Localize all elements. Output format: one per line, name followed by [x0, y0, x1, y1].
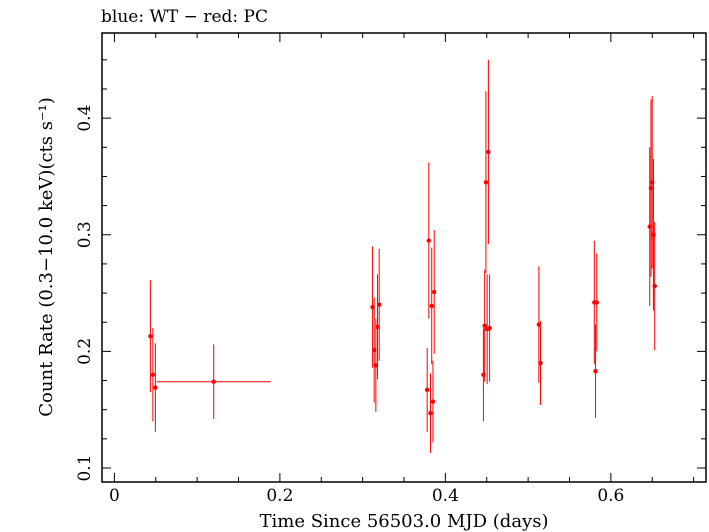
- y-tick-label: 0.3: [75, 221, 95, 248]
- data-marker: [593, 369, 598, 374]
- y-tick-label: 0.4: [75, 105, 95, 132]
- y-tick-label: 0.1: [75, 454, 95, 481]
- data-marker: [150, 372, 156, 377]
- x-tick-label: 0: [109, 486, 120, 506]
- y-axis-label: Count Rate (0.3−10.0 keV)(cts s⁻¹): [36, 97, 57, 416]
- data-marker: [372, 348, 377, 353]
- data-point: [376, 248, 382, 361]
- data-point: [487, 274, 492, 382]
- data-marker: [148, 334, 153, 339]
- x-tick-label: 0.6: [597, 486, 624, 506]
- data-point: [432, 230, 437, 354]
- data-marker: [376, 302, 382, 307]
- chart-title: blue: WT − red: PC: [101, 7, 268, 27]
- data-point: [372, 297, 377, 403]
- data-point: [373, 318, 379, 413]
- data-point: [370, 246, 375, 368]
- data-point: [486, 59, 491, 245]
- data-point: [375, 274, 380, 380]
- axis-tick-labels: 0 0.2 0.4 0.6 0.1 0.2 0.3 0.4: [75, 105, 624, 506]
- data-marker: [536, 322, 542, 327]
- data-points: [148, 59, 657, 453]
- data-point: [426, 162, 432, 319]
- plot-frame: [101, 32, 707, 483]
- data-marker: [538, 360, 543, 366]
- data-point: [593, 324, 598, 418]
- x-axis-label: Time Since 56503.0 MJD (days): [259, 511, 548, 532]
- data-point: [153, 343, 158, 432]
- data-point: [148, 280, 153, 393]
- data-marker: [375, 324, 380, 330]
- data-marker: [430, 399, 436, 404]
- data-marker: [486, 149, 491, 155]
- data-point: [428, 373, 433, 453]
- axis-ticks: [102, 33, 706, 482]
- y-tick-label: 0.2: [75, 338, 95, 365]
- data-marker: [373, 363, 379, 368]
- data-point: [594, 253, 599, 352]
- data-marker: [432, 289, 437, 295]
- data-marker: [424, 387, 430, 393]
- data-point: [430, 360, 436, 443]
- data-point: [538, 321, 543, 406]
- data-marker: [153, 385, 158, 390]
- data-point: [429, 247, 434, 365]
- data-point: [482, 269, 487, 382]
- data-marker: [594, 300, 599, 305]
- data-marker: [370, 304, 375, 310]
- x-tick-label: 0.4: [432, 486, 459, 506]
- data-point: [156, 344, 271, 420]
- data-marker: [482, 323, 487, 328]
- data-point: [652, 221, 657, 351]
- data-marker: [483, 180, 489, 185]
- data-marker: [487, 325, 492, 331]
- data-marker: [211, 379, 216, 384]
- data-marker: [652, 283, 657, 289]
- data-point: [150, 328, 156, 422]
- data-marker: [426, 238, 432, 243]
- x-tick-label: 0.2: [266, 486, 293, 506]
- data-marker: [428, 410, 433, 416]
- data-point: [483, 91, 489, 274]
- data-point: [424, 347, 430, 432]
- data-marker: [429, 303, 434, 309]
